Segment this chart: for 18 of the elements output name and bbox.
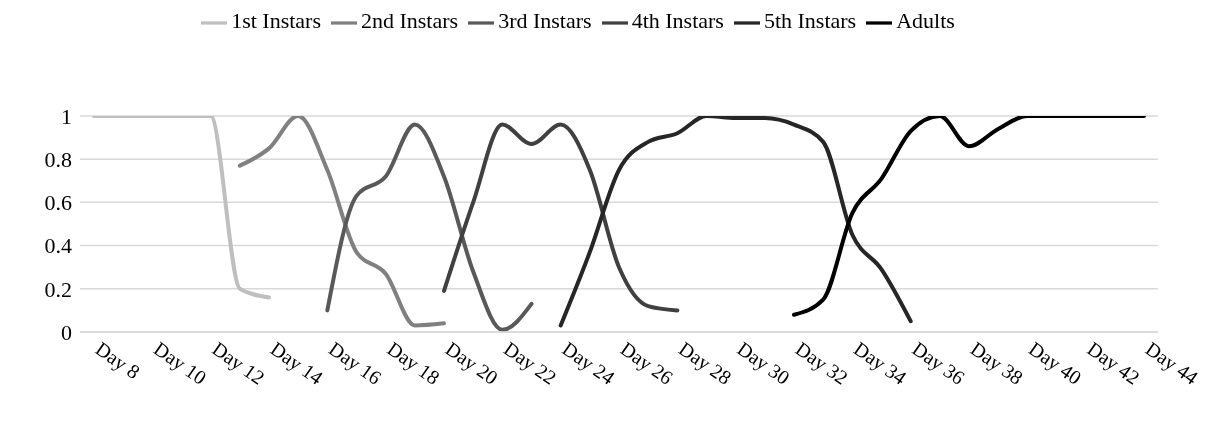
y-tick-label: 0.8 <box>44 146 72 172</box>
line-series <box>792 115 1146 317</box>
x-tick-label: Day 8 <box>91 337 144 384</box>
line-series <box>558 115 913 328</box>
legend-label: 3rd Instars <box>498 8 592 33</box>
line-series <box>237 115 446 328</box>
line-series <box>442 122 680 313</box>
legend-label: 2nd Instars <box>360 8 459 33</box>
y-tick-label: 0.6 <box>44 190 72 216</box>
legend-label: 5th Instars <box>763 8 857 33</box>
line-series <box>325 122 534 332</box>
legend-label: Adults <box>896 8 955 33</box>
y-tick-label: 0.2 <box>44 276 72 302</box>
legend-label: 4th Instars <box>631 8 724 33</box>
legend-label: 1st Instars <box>231 8 321 33</box>
y-tick-label: 0 <box>61 319 72 345</box>
y-tick-label: 0.4 <box>44 233 72 259</box>
y-tick-label: 1 <box>61 103 72 129</box>
